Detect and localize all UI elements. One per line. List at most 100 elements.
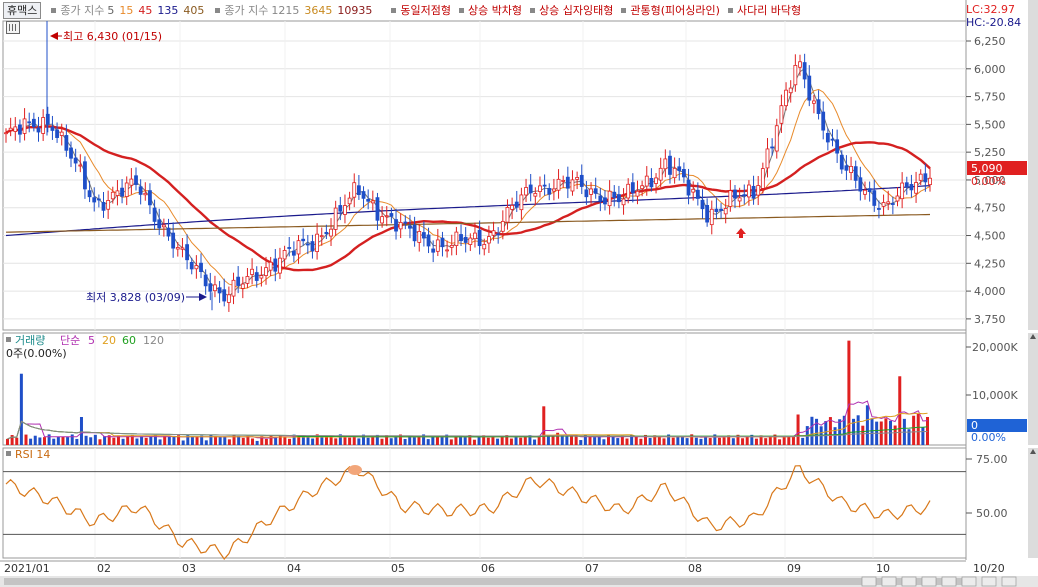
volume-bar (787, 436, 791, 445)
candle (421, 221, 426, 247)
volume-bar (246, 435, 250, 445)
volume-bar (19, 373, 23, 445)
candle (644, 166, 649, 196)
volume-bar (84, 435, 88, 445)
candle (245, 267, 250, 289)
volume-bar (435, 436, 439, 445)
volume-bar (385, 435, 389, 445)
volume-bar (214, 436, 218, 445)
scrollbar-controls[interactable] (861, 576, 1017, 587)
volume-bar (884, 418, 888, 445)
candle (333, 200, 338, 236)
volume-bar (643, 434, 647, 445)
price-ma-label-2: 종가 지수 (224, 4, 269, 17)
candle (384, 206, 389, 227)
volume-bar (796, 414, 800, 445)
volume-bar (921, 427, 925, 445)
volume-scrollbar[interactable] (1028, 333, 1038, 445)
volume-bar (509, 438, 513, 445)
volume-bar (334, 438, 338, 445)
ma15-line (5, 88, 931, 290)
rsi-scrollbar[interactable] (1028, 448, 1038, 558)
candle (231, 272, 236, 305)
price-scrollbar[interactable] (1028, 0, 1038, 330)
volume-bar (98, 439, 102, 445)
candle (166, 218, 171, 241)
volume-bar (773, 434, 777, 445)
volume-bar (667, 434, 671, 445)
x-label-5: 06 (481, 562, 495, 575)
volume-ma-20: 20 (102, 334, 116, 347)
candle (347, 191, 352, 211)
candle (27, 112, 32, 133)
candle (250, 258, 254, 285)
candle (510, 197, 515, 220)
candle (839, 150, 844, 174)
volume-bar (731, 438, 735, 445)
volume-bar (15, 437, 19, 445)
candle (500, 210, 505, 240)
candle (505, 199, 510, 230)
candle (161, 218, 166, 237)
volume-bar (570, 436, 574, 445)
candle (561, 175, 566, 188)
candle (194, 255, 199, 279)
volume-bar (361, 434, 365, 445)
volume-bar (93, 434, 97, 445)
candle (440, 231, 445, 257)
candle (765, 138, 770, 178)
candle (454, 226, 459, 256)
volume-bar (579, 440, 583, 445)
volume-bar (505, 435, 509, 445)
candle (928, 168, 932, 192)
volume-bar (583, 434, 587, 445)
volume-bar (750, 434, 754, 445)
volume-bar (778, 439, 782, 445)
volume-bar (486, 437, 490, 445)
candle (417, 223, 422, 252)
stock-name-button[interactable]: 휴맥스 (3, 1, 42, 19)
volume-bar (116, 435, 120, 445)
candle (542, 174, 547, 196)
volume-bar (597, 436, 601, 445)
volume-bar (727, 435, 731, 445)
candle (830, 129, 835, 147)
candle (31, 112, 36, 132)
volume-bar (454, 436, 458, 445)
x-label-10: 10/20 (973, 562, 1005, 575)
scroll-control-button (861, 576, 877, 587)
grid-toggle-icon[interactable] (6, 21, 20, 34)
time-scrollbar-thumb[interactable] (4, 578, 964, 585)
price-tick-5: 5,000 (974, 174, 1006, 187)
candle (547, 183, 552, 201)
volume-bar (440, 436, 444, 445)
candle (69, 141, 73, 168)
price-tick-1: 6,000 (974, 63, 1006, 76)
volume-bar (856, 415, 860, 445)
candle (45, 106, 50, 133)
candle (361, 186, 366, 208)
x-label-4: 05 (391, 562, 405, 575)
candle (13, 117, 18, 141)
pattern-square-icon (621, 7, 627, 13)
volume-bar (468, 435, 472, 445)
candle (398, 213, 403, 239)
candle (134, 167, 138, 191)
volume-bar (297, 437, 301, 445)
candle (152, 199, 157, 230)
candle (760, 162, 765, 194)
candle (677, 157, 682, 181)
candle (301, 228, 306, 246)
volume-bar (838, 419, 842, 445)
candle (319, 227, 324, 246)
volume-bar (52, 438, 56, 445)
ma45-line (5, 125, 931, 272)
hc-value: HC:-20.84 (966, 16, 1021, 29)
volume-panel[interactable] (2, 332, 967, 446)
candle (640, 180, 645, 197)
candle (654, 173, 658, 194)
price-panel[interactable] (2, 20, 967, 331)
volume-bar (556, 432, 560, 445)
candle (264, 256, 268, 285)
